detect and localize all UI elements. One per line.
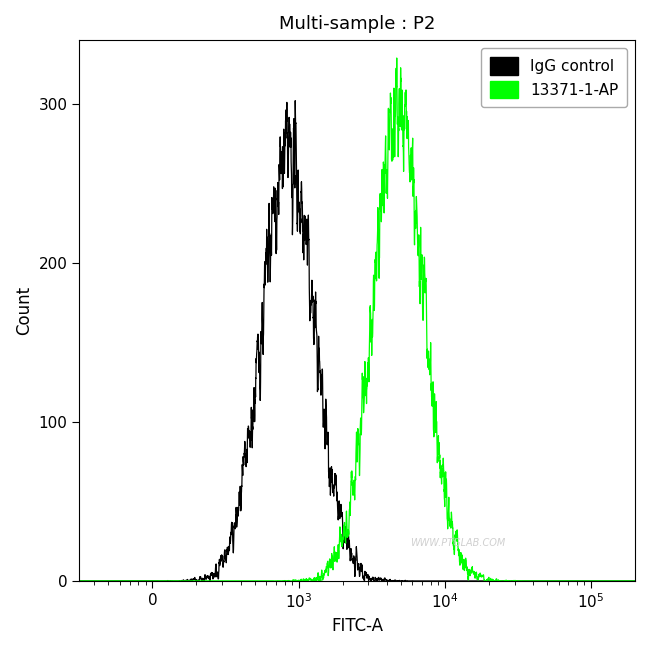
Title: Multi-sample : P2: Multi-sample : P2 — [279, 15, 436, 33]
Text: WWW.PTGLAB.COM: WWW.PTGLAB.COM — [410, 538, 505, 548]
X-axis label: FITC-A: FITC-A — [332, 617, 384, 635]
Legend: IgG control, 13371-1-AP: IgG control, 13371-1-AP — [481, 47, 627, 107]
Y-axis label: Count: Count — [15, 286, 33, 335]
